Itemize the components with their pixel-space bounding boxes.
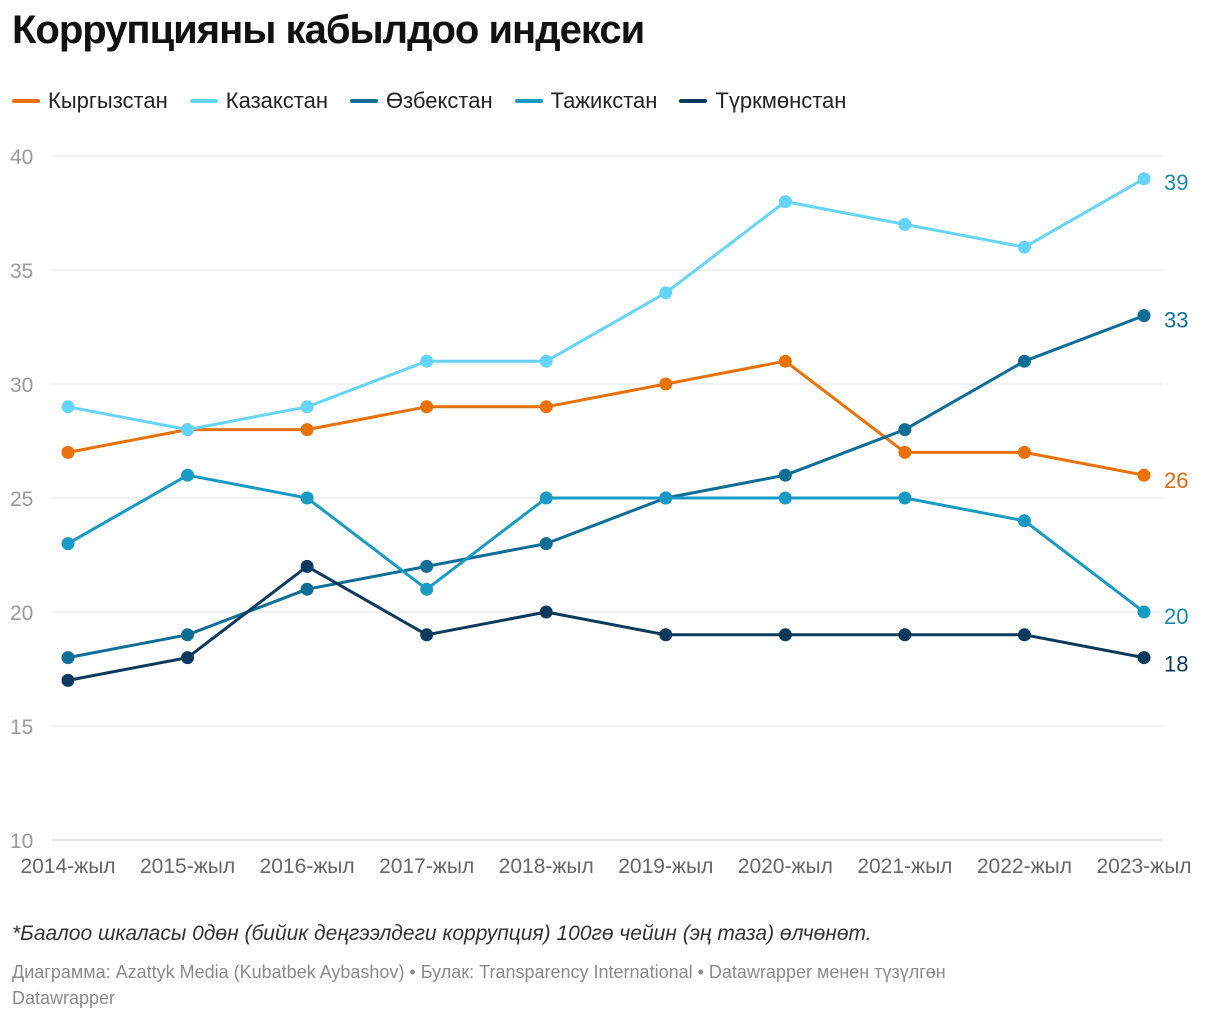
legend-label-kyrgyzstan: Кыргызстан (48, 88, 168, 113)
x-tick-label-2021-жыл: 2021-жыл (857, 855, 952, 878)
data-point-1-3 (420, 354, 434, 368)
data-point-3-2 (300, 491, 314, 505)
data-point-3-8 (1017, 514, 1031, 528)
x-tick-label-2016-жыл: 2016-жыл (260, 855, 355, 878)
legend: Кыргызстан Казакстан Өзбекстан Тажикстан… (12, 88, 868, 114)
x-tick-label-2018-жыл: 2018-жыл (499, 855, 594, 878)
y-tick-label-30: 30 (10, 374, 33, 397)
data-point-2-0 (61, 651, 75, 665)
data-point-2-4 (539, 537, 553, 551)
data-point-1-8 (1017, 240, 1031, 254)
y-tick-label-40: 40 (10, 146, 33, 169)
end-label-0: 26 (1164, 468, 1188, 493)
data-point-0-9 (1137, 468, 1151, 482)
data-point-1-2 (300, 400, 314, 414)
series-line-0 (66, 359, 1146, 477)
data-point-4-2 (300, 559, 314, 573)
legend-item-tajikistan: Тажикстан (514, 88, 658, 114)
data-point-3-0 (61, 537, 75, 551)
series-line-4 (66, 564, 1146, 682)
data-point-1-5 (659, 286, 673, 300)
data-point-3-1 (181, 468, 195, 482)
data-point-0-4 (539, 400, 553, 414)
data-point-3-4 (539, 491, 553, 505)
data-point-1-1 (181, 423, 195, 437)
y-tick-label-25: 25 (10, 488, 33, 511)
legend-label-kazakhstan: Казакстан (225, 88, 328, 113)
x-tick-label-2019-жыл: 2019-жыл (618, 855, 713, 878)
end-label-4: 18 (1164, 652, 1188, 677)
data-point-0-5 (659, 377, 673, 391)
data-point-0-0 (61, 445, 75, 459)
data-point-4-1 (181, 651, 195, 665)
data-point-2-9 (1137, 309, 1151, 323)
data-point-3-3 (420, 582, 434, 596)
chart-title: Коррупцияны кабылдоо индекси (12, 8, 645, 52)
x-tick-label-2017-жыл: 2017-жыл (379, 855, 474, 878)
legend-item-kazakhstan: Казакстан (189, 88, 328, 114)
end-label-3: 20 (1164, 604, 1188, 629)
data-point-2-7 (898, 423, 912, 437)
data-point-3-6 (778, 491, 792, 505)
x-tick-label-2015-жыл: 2015-жыл (140, 855, 235, 878)
data-point-4-4 (539, 605, 553, 619)
data-point-4-9 (1137, 651, 1151, 665)
data-point-1-9 (1137, 172, 1151, 186)
data-point-3-5 (659, 491, 673, 505)
x-tick-label-2014-жыл: 2014-жыл (20, 855, 115, 878)
legend-label-turkmenistan: Түркмөнстан (715, 88, 847, 113)
end-label-1: 39 (1164, 170, 1188, 195)
data-point-2-8 (1017, 354, 1031, 368)
data-point-2-3 (420, 559, 434, 573)
legend-swatch-kazakhstan (189, 99, 218, 103)
data-point-3-9 (1137, 605, 1151, 619)
legend-swatch-uzbekistan (349, 99, 378, 103)
data-point-0-2 (300, 423, 314, 437)
data-point-4-6 (778, 628, 792, 642)
data-point-4-0 (61, 673, 75, 687)
end-label-2: 33 (1164, 308, 1188, 333)
legend-swatch-kyrgyzstan (12, 99, 40, 103)
chart-credits: Диаграмма: Azattyk Media (Kubatbek Aybas… (12, 959, 1192, 1011)
data-point-0-7 (898, 445, 912, 459)
legend-item-uzbekistan: Өзбекстан (349, 88, 493, 114)
data-point-4-7 (898, 628, 912, 642)
data-point-4-8 (1017, 628, 1031, 642)
y-tick-label-20: 20 (10, 602, 33, 625)
data-point-1-4 (539, 354, 553, 368)
legend-label-uzbekistan: Өзбекстан (385, 88, 493, 113)
data-point-1-7 (898, 217, 912, 231)
y-tick-label-10: 10 (10, 830, 33, 853)
data-point-2-6 (778, 468, 792, 482)
data-point-4-5 (659, 628, 673, 642)
data-point-3-7 (898, 491, 912, 505)
credits-line-1: Диаграмма: Azattyk Media (Kubatbek Aybas… (12, 962, 946, 982)
series-line-3 (66, 473, 1146, 614)
legend-item-kyrgyzstan: Кыргызстан (12, 88, 168, 114)
line-chart: 10 15 20 25 30 35 40 2014-жыл 2015-жыл 2016-жыл 20… (10, 146, 1192, 878)
data-point-4-3 (420, 628, 434, 642)
x-tick-label-2020-жыл: 2020-жыл (738, 855, 833, 878)
legend-item-turkmenistan: Түркмөнстан (679, 88, 846, 114)
credits-line-2: Datawrapper (12, 988, 116, 1008)
series-line-2 (66, 314, 1146, 660)
data-point-1-0 (61, 400, 75, 414)
legend-swatch-tajikistan (514, 99, 543, 103)
legend-swatch-turkmenistan (679, 99, 708, 103)
series-line-1 (66, 177, 1146, 432)
data-point-1-6 (778, 195, 792, 209)
y-tick-label-15: 15 (10, 716, 33, 739)
chart-note: *Баалоо шкаласы 0дөн (бийик деңгээлдеги … (12, 922, 872, 945)
data-point-0-6 (778, 354, 792, 368)
x-tick-label-2023-жыл: 2023-жыл (1096, 855, 1191, 878)
data-point-2-1 (181, 628, 195, 642)
data-point-0-3 (420, 400, 434, 414)
data-point-2-2 (300, 582, 314, 596)
x-tick-label-2022-жыл: 2022-жыл (977, 855, 1072, 878)
y-tick-label-35: 35 (10, 260, 33, 283)
data-point-0-8 (1017, 445, 1031, 459)
legend-label-tajikistan: Тажикстан (550, 88, 658, 113)
